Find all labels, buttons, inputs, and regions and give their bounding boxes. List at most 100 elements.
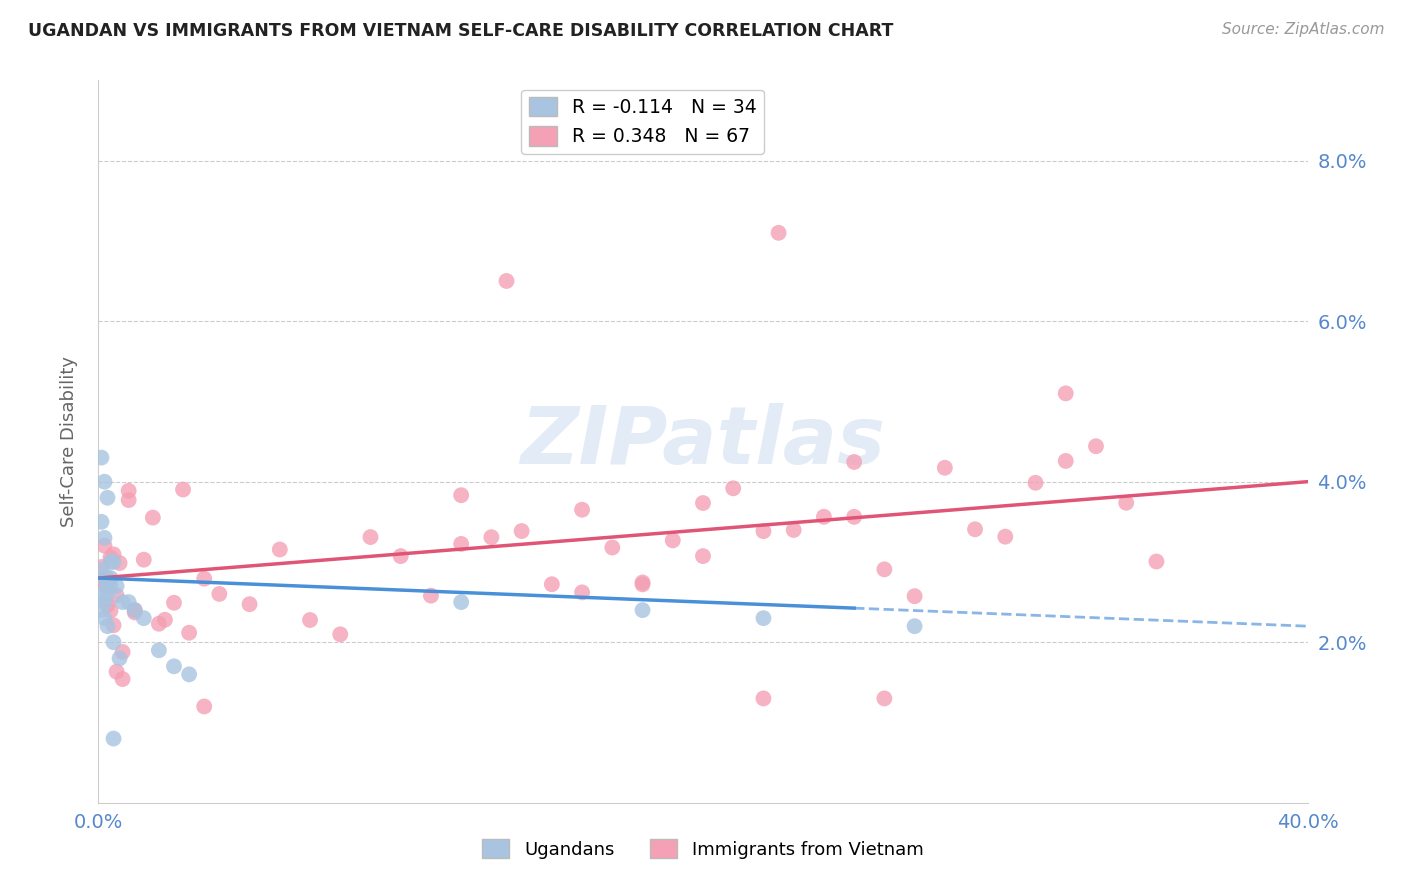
Text: ZIPatlas: ZIPatlas [520,402,886,481]
Point [90,587,112,601]
Point [100,555,122,569]
Point [142,510,165,524]
Point [631,577,654,591]
Point [661,533,683,548]
Point [111,595,134,609]
Point [360,530,382,544]
Point [904,619,927,633]
Point [239,597,262,611]
Point [420,589,443,603]
Point [96,571,118,585]
Point [208,587,231,601]
Point [540,577,562,591]
Point [103,547,125,561]
Point [873,691,896,706]
Point [994,530,1017,544]
Point [844,509,866,524]
Point [118,595,141,609]
Point [873,562,896,576]
Point [96,587,118,601]
Point [172,483,194,497]
Point [93,578,115,592]
Point [103,731,125,746]
Legend: Ugandans, Immigrants from Vietnam: Ugandans, Immigrants from Vietnam [475,832,931,866]
Point [90,574,112,589]
Point [111,672,134,686]
Point [495,274,517,288]
Point [90,515,112,529]
Point [124,603,146,617]
Point [692,549,714,563]
Point [631,575,654,590]
Point [111,645,134,659]
Point [510,524,533,538]
Point [193,572,215,586]
Point [100,579,122,593]
Point [752,524,775,538]
Text: UGANDAN VS IMMIGRANTS FROM VIETNAM SELF-CARE DISABILITY CORRELATION CHART: UGANDAN VS IMMIGRANTS FROM VIETNAM SELF-… [28,22,893,40]
Point [132,552,155,566]
Point [329,627,352,641]
Point [299,613,322,627]
Point [90,563,112,577]
Text: Source: ZipAtlas.com: Source: ZipAtlas.com [1222,22,1385,37]
Point [118,493,141,508]
Point [103,635,125,649]
Point [768,226,790,240]
Point [571,585,593,599]
Point [96,598,118,612]
Point [93,475,115,489]
Point [163,596,186,610]
Point [1024,475,1046,490]
Point [100,571,122,585]
Point [132,611,155,625]
Point [752,611,775,625]
Point [90,450,112,465]
Point [105,589,128,603]
Point [90,560,112,574]
Point [844,455,866,469]
Point [108,651,131,665]
Point [269,542,291,557]
Y-axis label: Self-Care Disability: Self-Care Disability [59,356,77,527]
Point [118,483,141,498]
Point [96,491,118,505]
Point [752,691,775,706]
Point [1115,496,1137,510]
Point [602,541,624,555]
Point [450,488,472,502]
Point [105,665,128,679]
Point [783,523,806,537]
Point [93,539,115,553]
Point [389,549,412,563]
Point [100,604,122,618]
Point [179,625,201,640]
Point [904,589,927,603]
Point [965,522,987,536]
Point [179,667,201,681]
Point [96,579,118,593]
Point [163,659,186,673]
Point [93,571,115,585]
Point [193,699,215,714]
Point [108,556,131,570]
Point [450,537,472,551]
Point [96,619,118,633]
Point [1054,386,1077,401]
Point [93,531,115,545]
Point [96,575,118,590]
Point [153,613,176,627]
Point [103,555,125,569]
Point [934,460,956,475]
Point [692,496,714,510]
Point [1054,454,1077,468]
Point [571,502,593,516]
Point [105,579,128,593]
Point [1144,554,1167,568]
Point [103,618,125,632]
Point [93,595,115,609]
Point [723,481,745,495]
Point [450,595,472,609]
Point [481,530,503,544]
Point [124,606,146,620]
